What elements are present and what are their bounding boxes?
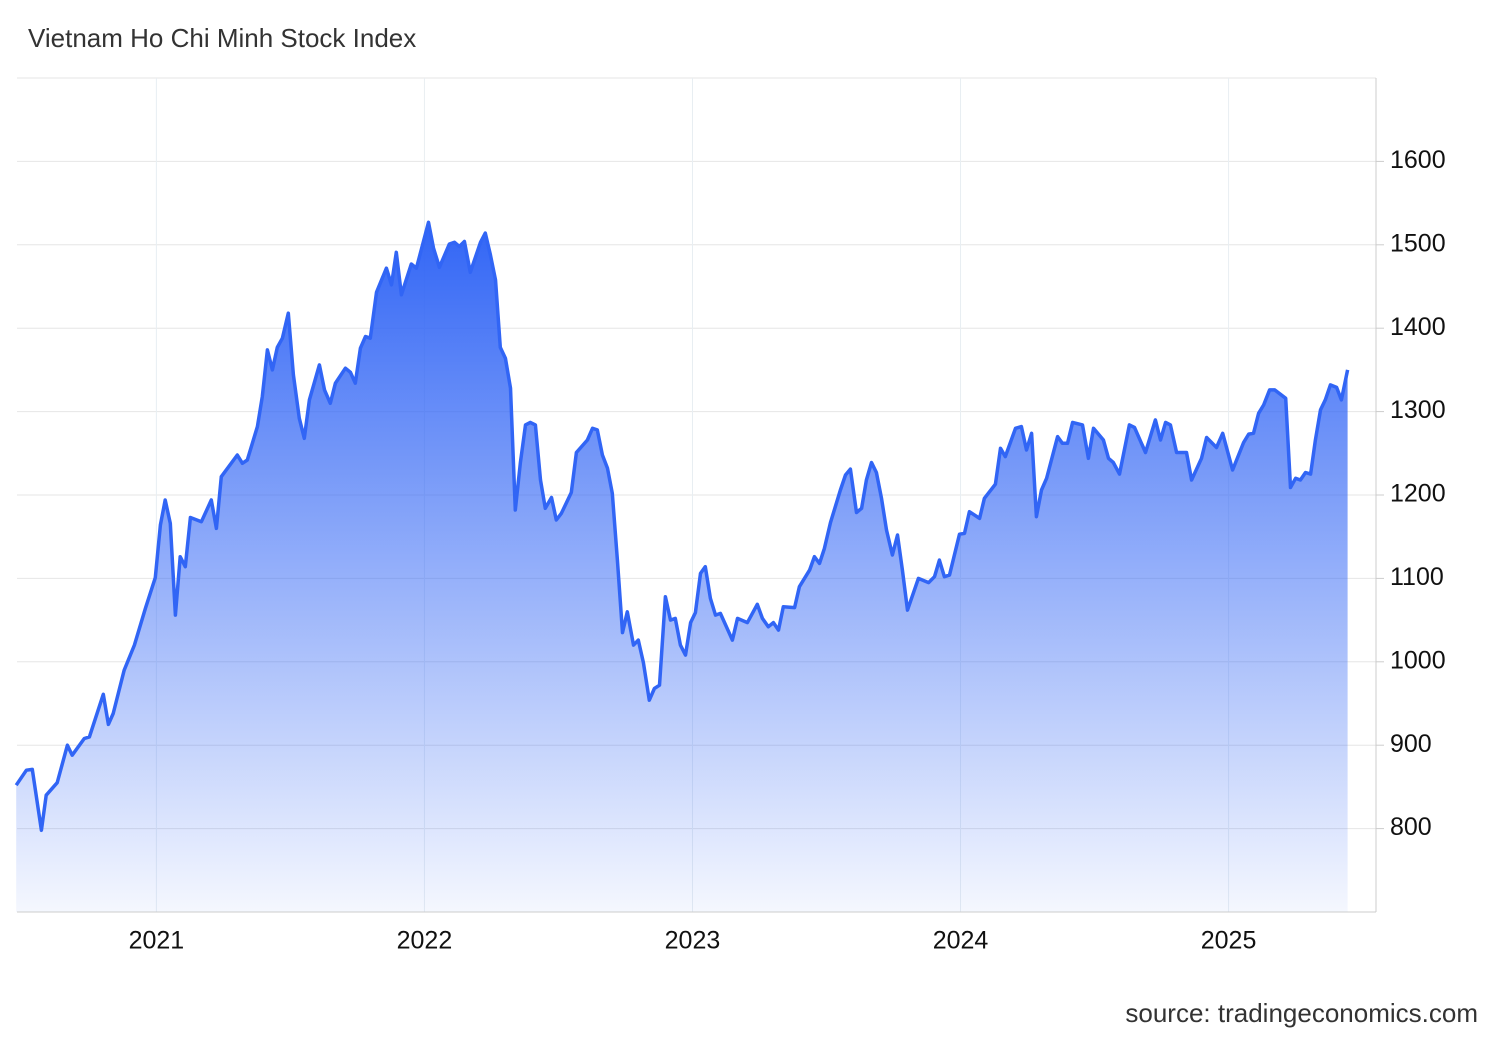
area <box>16 222 1348 913</box>
y-tick-label: 1500 <box>1390 229 1446 257</box>
y-tick-label: 1600 <box>1390 146 1446 174</box>
y-tick-label: 1200 <box>1390 480 1446 508</box>
x-tick-label: 2022 <box>397 927 453 955</box>
y-tick-label: 800 <box>1390 813 1432 841</box>
x-tick-label: 2023 <box>665 927 721 955</box>
x-tick-label: 2021 <box>129 927 185 955</box>
x-tick-label: 2025 <box>1201 927 1257 955</box>
y-tick-label: 1400 <box>1390 313 1446 341</box>
line <box>14 220 1350 833</box>
y-tick-label: 1300 <box>1390 396 1446 424</box>
y-tick-label: 900 <box>1390 730 1432 758</box>
chart-title: Vietnam Ho Chi Minh Stock Index <box>28 23 416 53</box>
x-tick-label: 2024 <box>933 927 989 955</box>
y-tick-label: 1000 <box>1390 646 1446 674</box>
y-tick-label: 1100 <box>1390 563 1444 591</box>
source: source: tradingeconomics.com <box>1125 998 1478 1028</box>
